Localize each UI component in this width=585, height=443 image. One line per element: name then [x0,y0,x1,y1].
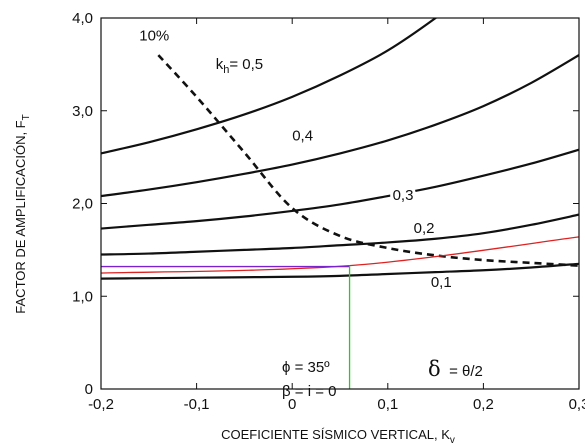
delta-symbol: δ [428,357,441,381]
x-axis-title-sub: v [450,435,455,443]
series-line-03 [101,148,579,230]
series-label-01: 0,1 [431,274,452,291]
curve-labels-layer: 0,10,10,20,20,30,30,40,4kh= 0,5kh= 0,510… [136,24,454,294]
series-line-01 [101,262,579,280]
x-tick-label: 0,3 [569,396,585,413]
series-label-05: kh= 0,5 [216,56,263,76]
series-line-04 [101,54,579,198]
series-label-10%: 10% [139,27,169,44]
x-axis-title: COEFICIENTE SÍSMICO VERTICAL, Kv [221,427,455,443]
y-tick-label: 0 [85,381,93,398]
series-label-sub: h [223,64,229,76]
y-tick-label: 3,0 [72,103,93,120]
beta-annotation: β = i = 0 [282,383,337,400]
x-tick-label: 0,2 [473,396,494,413]
y-tick-label: 2,0 [72,196,93,213]
y-tick-label: 4,0 [72,10,93,27]
y-tick-label: 1,0 [72,288,93,305]
y-axis-title-sub: T [21,114,32,120]
series-label-halo: kh= 0,5 [216,56,266,73]
series-label-halo: 0,4 [292,127,313,144]
series-label-02: 0,2 [414,220,435,237]
series-label-halo: 0,3 [393,187,414,204]
curves-layer [101,18,579,389]
delta-value: = θ/2 [449,363,483,380]
ticks-layer: -0,2-0,100,10,20,301,02,03,04,0 [72,10,585,413]
series-label-prefix: k [216,56,224,73]
x-tick-label: -0,1 [184,396,210,413]
series-line-05 [101,18,438,155]
series-label-halo: 0,1 [431,274,452,291]
x-tick-label: 0 [288,396,296,413]
series-line-10% [157,54,579,267]
series-label-halo: 10% [139,27,169,44]
delta-annotation: δ = θ/2 [428,357,483,381]
x-axis-title-main: COEFICIENTE SÍSMICO VERTICAL, K [221,427,450,442]
series-line-ref-6 [101,236,579,274]
y-axis-title-main: FACTOR DE AMPLIFICACIÓN, F [13,120,28,313]
series-label-value: = 0,5 [229,56,263,73]
x-tick-label: 0,1 [377,396,398,413]
series-line-02 [101,213,579,256]
series-label-03: 0,3 [393,187,414,204]
series-label-halo: 0,2 [414,220,435,237]
series-label-04: 0,4 [292,127,313,144]
x-tick-label: -0,2 [88,396,114,413]
phi-annotation: ϕ = 35º [282,359,330,376]
y-axis-title: FACTOR DE AMPLIFICACIÓN, FT [13,114,32,313]
